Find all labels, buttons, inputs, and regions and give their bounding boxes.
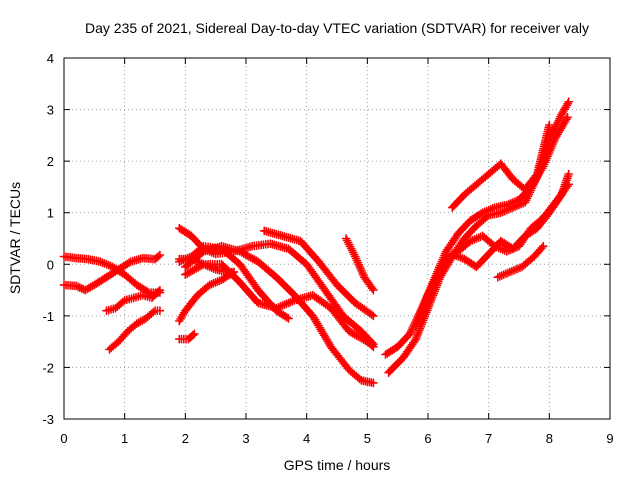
chart-title: Day 235 of 2021, Sidereal Day-to-day VTE… [85, 20, 589, 36]
series-markers [102, 285, 165, 316]
x-tick-label: 5 [364, 431, 371, 446]
series-markers [174, 223, 378, 349]
x-tick-label: 9 [606, 431, 613, 446]
data-series [59, 97, 574, 388]
series-markers [180, 259, 378, 352]
y-tick-label: -1 [42, 309, 54, 324]
y-tick-label: 0 [47, 257, 54, 272]
y-axis-label: SDTVAR / TECUs [7, 182, 23, 294]
series-arc-03 [102, 285, 165, 316]
x-tick-label: 8 [546, 431, 553, 446]
y-tick-label: 1 [47, 206, 54, 221]
x-tick-label: 1 [121, 431, 128, 446]
series-markers [174, 329, 199, 344]
series-markers [180, 241, 378, 388]
series-arc-04 [105, 306, 165, 354]
x-tick-labels: 0 1 2 3 4 5 6 7 8 9 [60, 431, 613, 446]
y-tick-label: 4 [47, 51, 54, 66]
series-arc-02 [59, 250, 165, 295]
x-tick-label: 0 [60, 431, 67, 446]
x-tick-label: 2 [182, 431, 189, 446]
series-markers [105, 306, 165, 354]
series-arc-09 [174, 223, 378, 349]
x-tick-label: 6 [424, 431, 431, 446]
y-tick-label: -2 [42, 360, 54, 375]
series-markers [259, 226, 378, 321]
series-arc-17 [411, 169, 574, 331]
series-markers [341, 234, 378, 295]
series-arc-12 [259, 226, 378, 321]
series-arc-16 [447, 120, 554, 212]
x-tick-label: 4 [303, 431, 310, 446]
series-arc-11 [180, 241, 378, 388]
series-arc-10 [180, 259, 378, 352]
tickmarks [63, 57, 611, 420]
series-markers [411, 169, 574, 331]
x-axis-label: GPS time / hours [284, 457, 391, 473]
x-tick-label: 7 [485, 431, 492, 446]
series-markers [417, 180, 574, 321]
plot-frame [63, 57, 611, 420]
y-tick-labels: -3 -2 -1 0 1 2 3 4 [42, 51, 54, 427]
y-tick-label: 2 [47, 154, 54, 169]
series-markers [447, 120, 554, 212]
series-markers [493, 241, 548, 282]
y-tick-label: -3 [42, 412, 54, 427]
series-arc-19 [493, 241, 548, 282]
series-arc-18 [417, 180, 574, 321]
x-tick-label: 3 [242, 431, 249, 446]
series-markers [59, 250, 165, 295]
series-arc-05 [174, 329, 199, 344]
series-arc-13 [341, 234, 378, 295]
y-tick-label: 3 [47, 103, 54, 118]
